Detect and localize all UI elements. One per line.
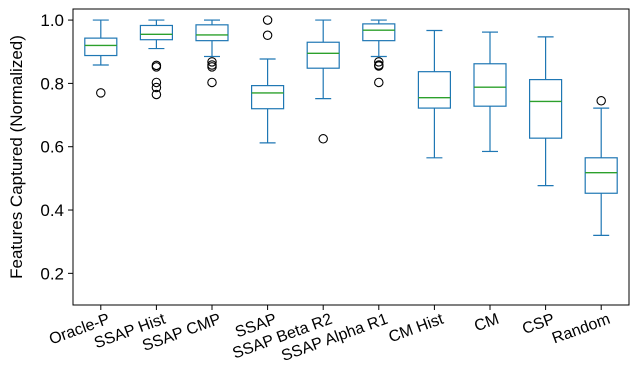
- y-tick-label: 1.0: [40, 11, 64, 30]
- y-axis-title: Features Captured (Normalized): [7, 35, 26, 279]
- iqr-box: [84, 37, 118, 57]
- iqr-box: [251, 85, 285, 110]
- y-axis-title-group: Features Captured (Normalized): [7, 35, 26, 279]
- outlier-point: [374, 57, 384, 67]
- box-2: [195, 19, 229, 88]
- outlier-point: [151, 82, 162, 93]
- box-5: [362, 19, 396, 88]
- y-tick-label: 0.8: [40, 74, 64, 93]
- outlier-point: [151, 77, 162, 88]
- x-tick-label: CM Hist: [386, 311, 446, 347]
- box-1: [139, 19, 173, 100]
- outlier-point: [596, 96, 606, 106]
- plot-area-frame: [72, 8, 630, 306]
- iqr-box: [362, 23, 396, 42]
- outlier-point: [207, 62, 217, 72]
- iqr-box: [473, 63, 507, 107]
- box-8: [528, 36, 563, 187]
- iqr-box: [306, 41, 340, 69]
- box-6: [417, 29, 451, 159]
- outlier-point: [207, 77, 217, 88]
- outlier-point: [374, 61, 384, 71]
- y-tick-label: 0.2: [40, 264, 64, 283]
- box-9: [584, 96, 618, 236]
- x-tick-label: CM: [472, 311, 501, 335]
- x-tick-label: Random: [550, 311, 613, 348]
- y-tick-label: 0.4: [40, 201, 64, 220]
- outlier-point: [262, 30, 273, 41]
- outlier-point: [96, 88, 106, 98]
- outlier-point: [262, 15, 273, 25]
- boxes-group: [84, 15, 618, 236]
- iqr-box: [417, 71, 451, 109]
- outlier-point: [374, 77, 384, 88]
- y-axis-ticks: 0.2 0.4 0.6 0.8 1.0: [40, 11, 73, 283]
- iqr-box: [528, 78, 563, 139]
- y-tick-label: 0.6: [40, 138, 64, 157]
- outlier-point: [207, 57, 217, 67]
- box-7: [473, 31, 507, 153]
- outlier-point: [151, 89, 162, 100]
- box-3: [251, 15, 285, 144]
- outlier-point: [318, 134, 328, 144]
- box-4: [306, 19, 340, 144]
- iqr-box: [139, 24, 173, 41]
- box-0: [84, 19, 118, 98]
- iqr-box: [195, 24, 229, 42]
- outlier-point: [151, 62, 162, 72]
- iqr-box: [584, 157, 618, 194]
